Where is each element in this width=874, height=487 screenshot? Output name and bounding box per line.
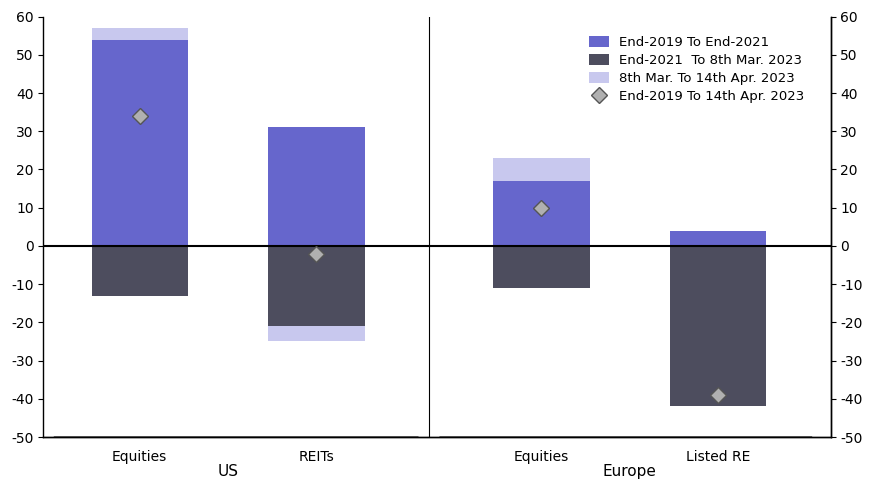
Text: US: US (218, 464, 239, 479)
Bar (493, 158, 590, 181)
Bar (493, 181, 590, 246)
Bar (92, 39, 188, 246)
Bar (670, 231, 766, 246)
Bar (92, 246, 188, 296)
Bar (493, 246, 590, 288)
Bar (268, 128, 364, 246)
Legend: End-2019 To End-2021, End-2021  To 8th Mar. 2023, 8th Mar. To 14th Apr. 2023, En: End-2019 To End-2021, End-2021 To 8th Ma… (585, 32, 808, 107)
Bar (268, 246, 364, 326)
Bar (268, 326, 364, 341)
Text: Europe: Europe (603, 464, 656, 479)
Bar (670, 246, 766, 407)
Bar (92, 28, 188, 39)
